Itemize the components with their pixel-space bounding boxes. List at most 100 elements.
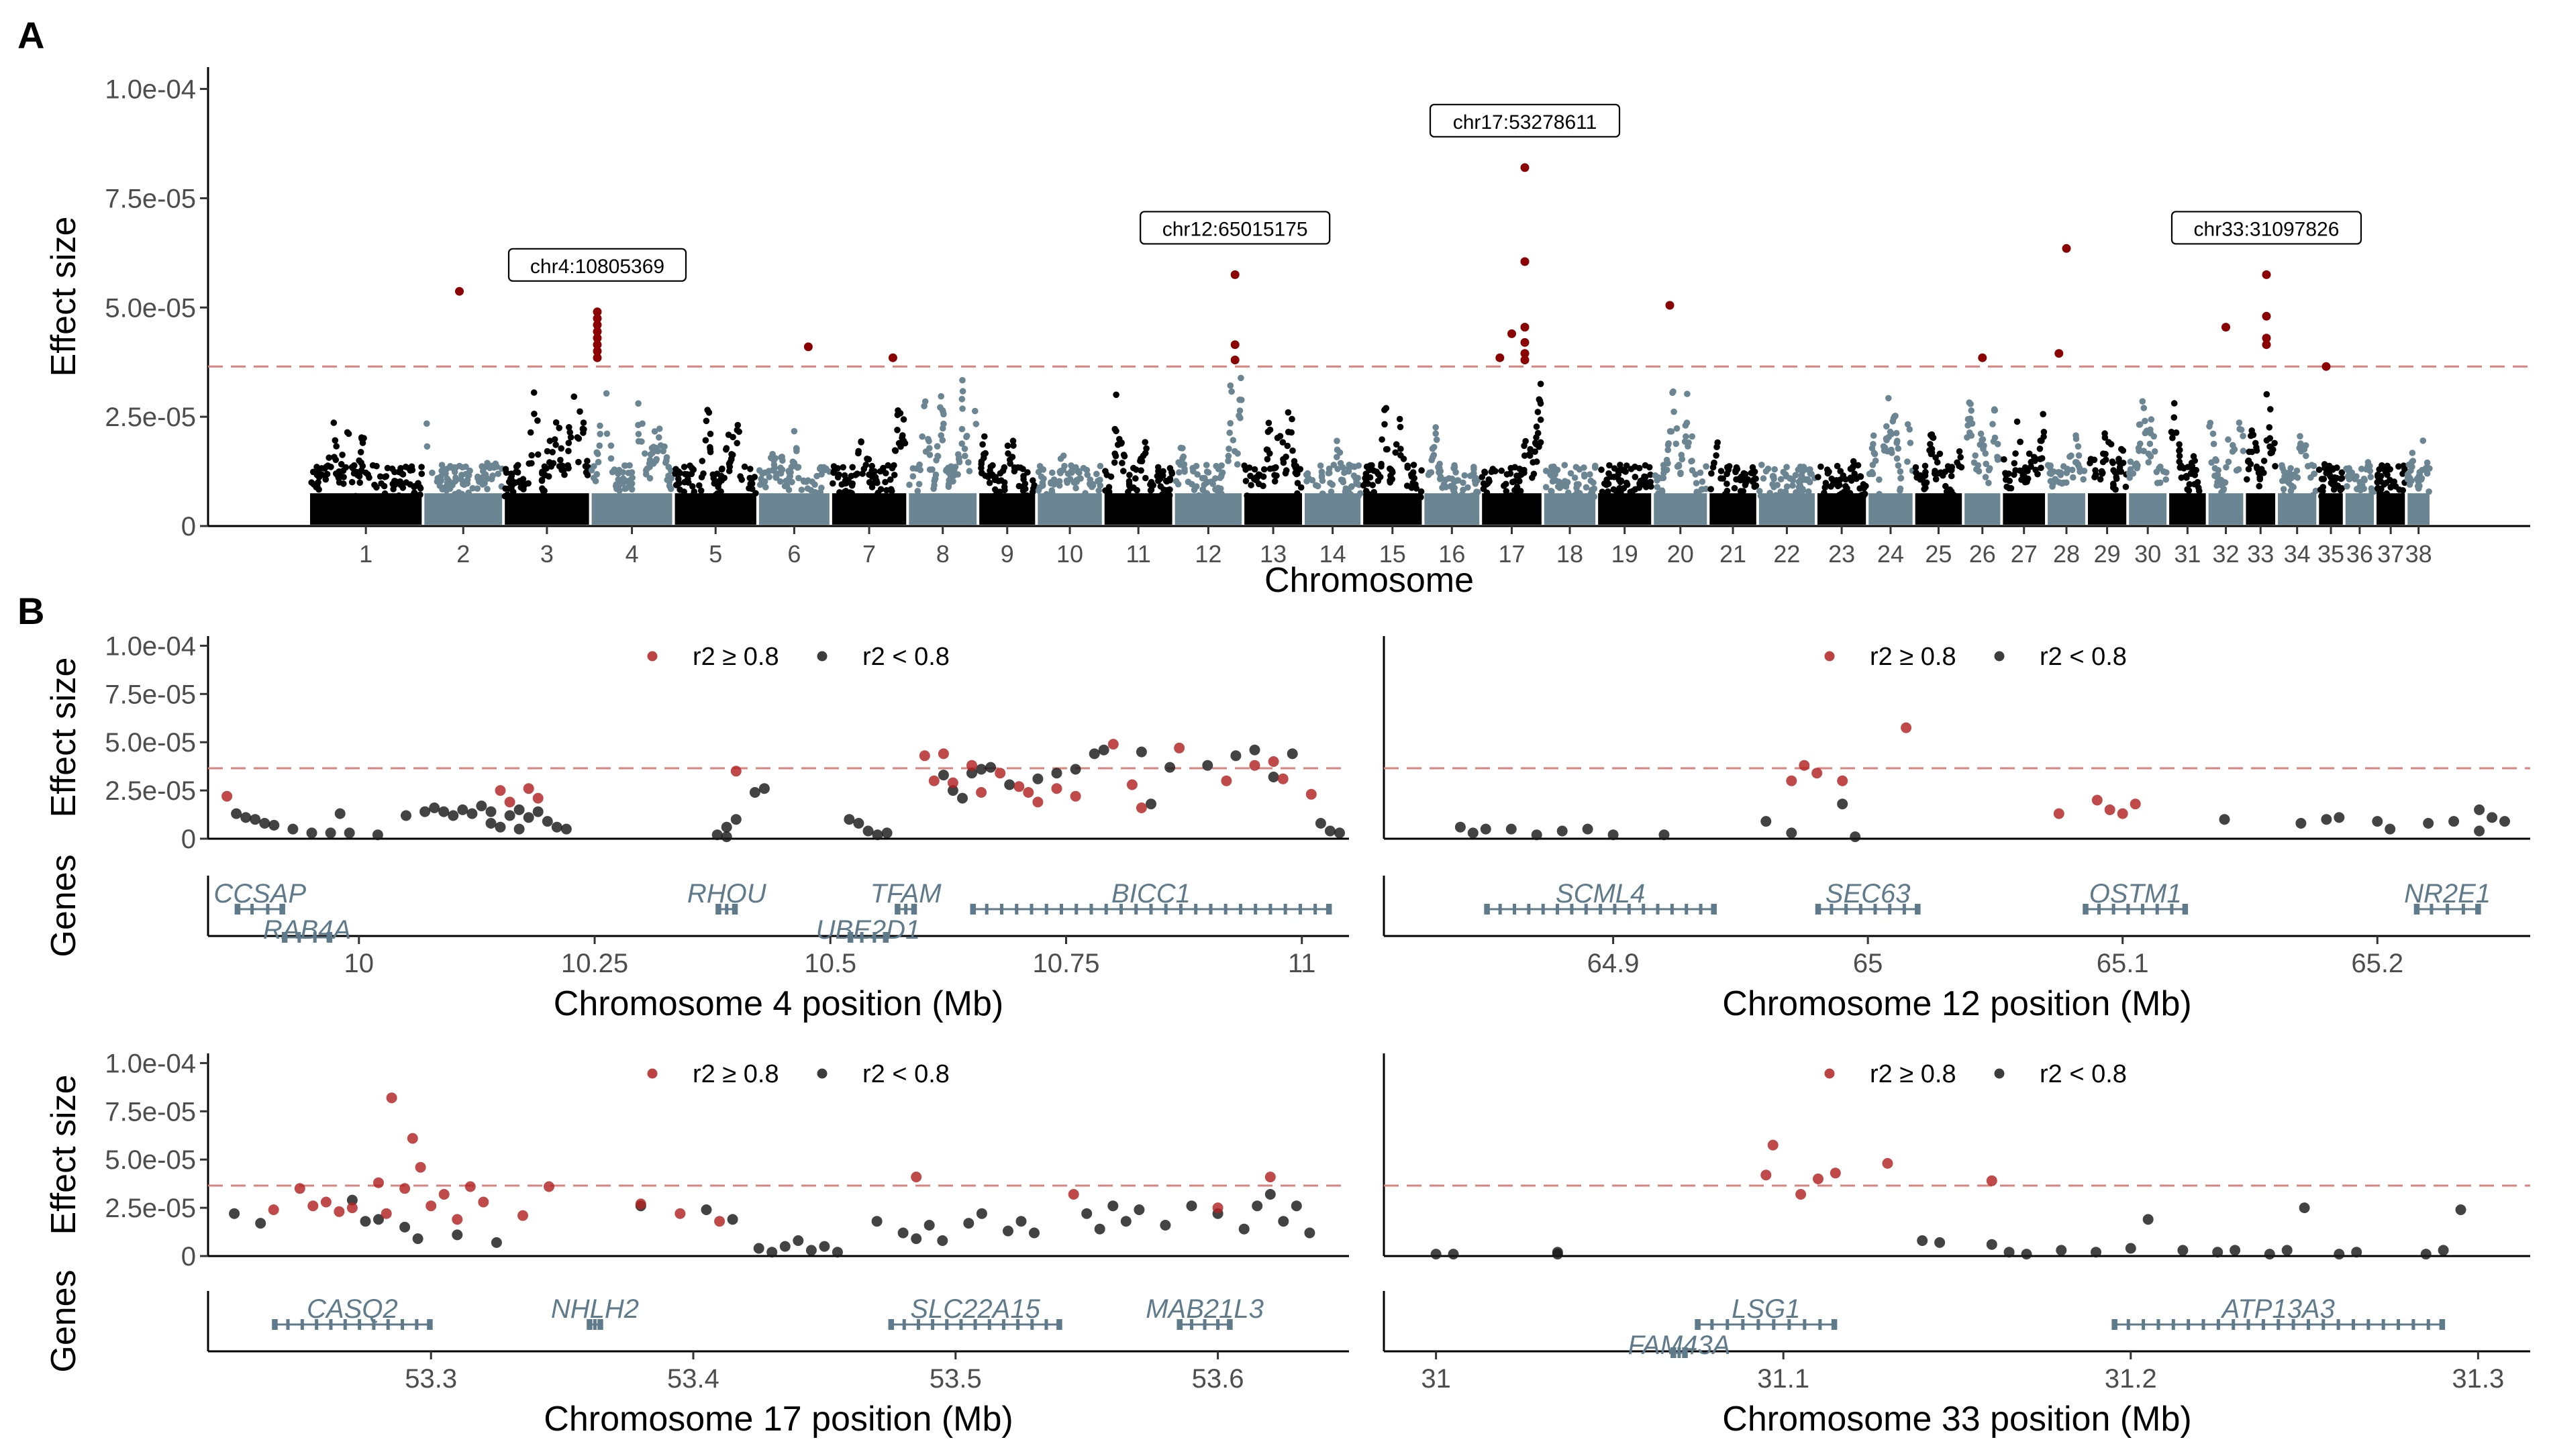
y-tick-label: 0 <box>181 1242 196 1271</box>
manhattan-point-chr10 <box>1084 471 1091 478</box>
gene-exon <box>1216 1319 1220 1330</box>
manhattan-point-chr24 <box>1904 421 1911 428</box>
manhattan-point-chr19 <box>1606 462 1613 469</box>
manhattan-point-chr7 <box>868 462 875 470</box>
manhattan-point-chr4 <box>638 438 645 445</box>
gene-exon <box>2097 904 2101 915</box>
significant-point <box>888 353 897 362</box>
manhattan-point-chr8 <box>931 482 938 488</box>
manhattan-point-chr1 <box>357 449 364 456</box>
manhattan-point-chr25 <box>1956 448 1963 455</box>
snp-point-low-ld <box>1249 744 1260 756</box>
y-tick-label: 2.5e-05 <box>105 403 196 432</box>
gene-exon <box>945 1319 949 1330</box>
manhattan-point-chr29 <box>2091 474 2098 480</box>
manhattan-point-chr11 <box>1147 487 1154 494</box>
manhattan-point-chr20 <box>1685 443 1691 450</box>
manhattan-point-chr9 <box>981 454 987 462</box>
manhattan-point-chr1 <box>398 470 405 477</box>
manhattan-point-chr26 <box>1973 466 1980 473</box>
manhattan-point-chr7 <box>844 478 851 485</box>
gene-exon <box>1726 1319 1730 1330</box>
manhattan-point-chr10 <box>1070 479 1078 486</box>
manhattan-band-chr10 <box>1038 493 1102 525</box>
significant-point <box>2262 270 2271 279</box>
manhattan-point-chr38 <box>2409 450 2416 456</box>
legend-label-low-ld: r2 < 0.8 <box>2040 643 2127 671</box>
manhattan-point-chr10 <box>1089 483 1095 490</box>
snp-point-low-ld <box>1480 823 1491 835</box>
manhattan-point-chr3 <box>539 470 546 477</box>
manhattan-point-chr2 <box>423 443 431 450</box>
snp-point-high-ld <box>504 796 515 808</box>
manhattan-band-chr9 <box>979 493 1036 525</box>
gene-exon <box>415 1319 419 1330</box>
snp-point-low-ld <box>2499 816 2510 827</box>
gene-exon <box>1238 904 1242 915</box>
snp-point-high-ld <box>1767 1139 1779 1151</box>
manhattan-point-chr19 <box>1605 480 1612 487</box>
manhattan-point-chr1 <box>345 430 352 437</box>
x-tick-label: 31 <box>1421 1364 1451 1394</box>
manhattan-point-chr11 <box>1113 427 1119 435</box>
manhattan-point-chr20 <box>1697 469 1704 476</box>
gene-exon <box>2475 904 2480 915</box>
manhattan-point-chr33 <box>2256 476 2264 482</box>
manhattan-point-chr3 <box>557 456 564 464</box>
manhattan-point-chr13 <box>1282 470 1289 477</box>
manhattan-point-chr7 <box>855 450 862 457</box>
manhattan-point-chr25 <box>1957 454 1964 461</box>
snp-point-low-ld <box>871 1216 883 1227</box>
gene-exon <box>1656 904 1660 915</box>
lead-label-box <box>1429 103 1621 138</box>
manhattan-point-chr37 <box>2400 462 2407 469</box>
snp-point-low-ld <box>1582 823 1593 835</box>
manhattan-point-chr13 <box>1271 472 1278 478</box>
manhattan-point-chr3 <box>584 472 591 478</box>
snp-point-high-ld <box>221 790 233 802</box>
x-tick-label: 15 <box>1379 540 1406 568</box>
manhattan-point-chr34 <box>2285 469 2293 476</box>
snp-point-low-ld <box>1230 750 1242 762</box>
manhattan-point-chr22 <box>1783 483 1791 490</box>
manhattan-point-chr32 <box>2211 465 2219 472</box>
manhattan-point-chr8 <box>922 448 930 455</box>
gene-exon <box>283 932 288 943</box>
snp-point-low-ld <box>1986 1239 1997 1250</box>
snp-point-low-ld <box>2474 804 2485 815</box>
snp-point-high-ld <box>1013 781 1025 792</box>
manhattan-point-chr7 <box>830 480 836 487</box>
snp-point-low-ld <box>1202 760 1213 771</box>
regional-plot-chr12: r2 ≥ 0.8 r2 < 0.8 SCML4 SEC63 OSTM1 NR2E1 64.9… <box>1383 636 2530 1023</box>
manhattan-point-chr5 <box>719 465 726 472</box>
manhattan-point-chr15 <box>1397 446 1404 452</box>
manhattan-point-chr9 <box>981 433 988 440</box>
manhattan-point-chr25 <box>1948 472 1955 480</box>
manhattan-point-chr19 <box>1632 474 1639 480</box>
manhattan-point-chr13 <box>1248 482 1254 488</box>
snp-point-high-ld <box>1786 775 1797 786</box>
gene-exon <box>1642 904 1646 915</box>
lead-label-text: chr17:53278611 <box>1453 111 1597 134</box>
snp-point-low-ld <box>495 821 506 833</box>
manhattan-point-chr32 <box>2236 419 2243 426</box>
manhattan-point-chr28 <box>2076 464 2083 472</box>
manhattan-point-chr26 <box>1985 466 1993 474</box>
manhattan-point-chr16 <box>1455 477 1462 484</box>
manhattan-point-chr10 <box>1072 484 1079 492</box>
manhattan-point-chr3 <box>534 451 542 458</box>
legend-marker-high-ld <box>1824 651 1835 662</box>
manhattan-point-chr5 <box>672 482 680 488</box>
manhattan-point-chr5 <box>734 421 742 429</box>
gene-exon <box>2306 1319 2310 1330</box>
manhattan-point-chr8 <box>929 466 936 473</box>
snp-point-high-ld <box>1830 1167 1841 1179</box>
manhattan-band-chr36 <box>2345 493 2375 525</box>
gene-exon <box>1326 904 1330 915</box>
x-tick-label: 7 <box>862 540 876 568</box>
manhattan-point-chr37 <box>2376 466 2383 473</box>
snp-point-low-ld <box>560 823 572 835</box>
manhattan-point-chr3 <box>561 471 568 478</box>
manhattan-point-chr25 <box>1921 462 1929 470</box>
